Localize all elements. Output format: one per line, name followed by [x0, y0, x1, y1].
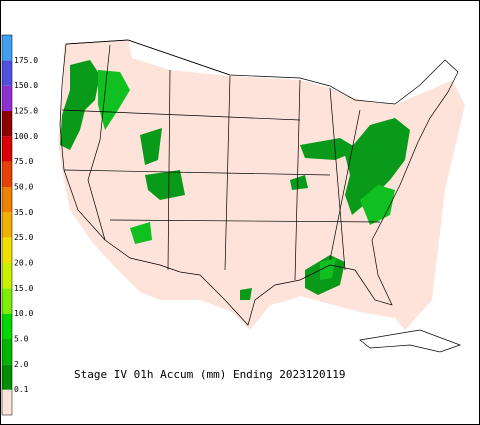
- legend-swatch: [2, 187, 12, 213]
- legend-label: 20.0: [14, 259, 33, 268]
- legend-swatch: [2, 389, 12, 415]
- legend-label: 35.0: [14, 208, 33, 217]
- legend-label: 50.0: [14, 183, 33, 192]
- legend-swatch: [2, 237, 12, 263]
- legend-swatch: [2, 339, 12, 365]
- legend-label: 175.0: [14, 56, 38, 65]
- legend-swatch: [2, 288, 12, 314]
- caption: Stage IV 01h Accum (mm) Ending 202312011…: [74, 368, 346, 381]
- legend-swatch: [2, 161, 12, 187]
- legend-label: 100.0: [14, 132, 38, 141]
- legend-label: 15.0: [14, 284, 33, 293]
- legend-label: 5.0: [14, 335, 29, 344]
- legend-label: 10.0: [14, 309, 33, 318]
- legend-label: 2.0: [14, 360, 29, 369]
- legend-label: 75.0: [14, 157, 33, 166]
- legend-swatch: [2, 263, 12, 289]
- legend-label: 25.0: [14, 233, 33, 242]
- coverage-area: [58, 40, 465, 330]
- legend-swatch: [2, 85, 12, 111]
- legend-swatch: [2, 212, 12, 238]
- legend: 0.1 2.0 5.0 10.0 15.0 20.0 25.0 35.0 50.0 75.0 100…: [1, 34, 38, 416]
- legend-label: 125.0: [14, 107, 38, 116]
- legend-swatch: [2, 35, 12, 61]
- borders: [59, 39, 462, 353]
- legend-label: 150.0: [14, 81, 38, 90]
- legend-swatch: [2, 60, 12, 86]
- legend-border: [1, 34, 13, 416]
- legend-swatch: [2, 111, 12, 137]
- legend-swatch: [2, 136, 12, 162]
- legend-swatch: [2, 364, 12, 390]
- precipitation: [60, 60, 410, 300]
- legend-label: 0.1: [14, 385, 29, 394]
- legend-swatch: [2, 313, 12, 339]
